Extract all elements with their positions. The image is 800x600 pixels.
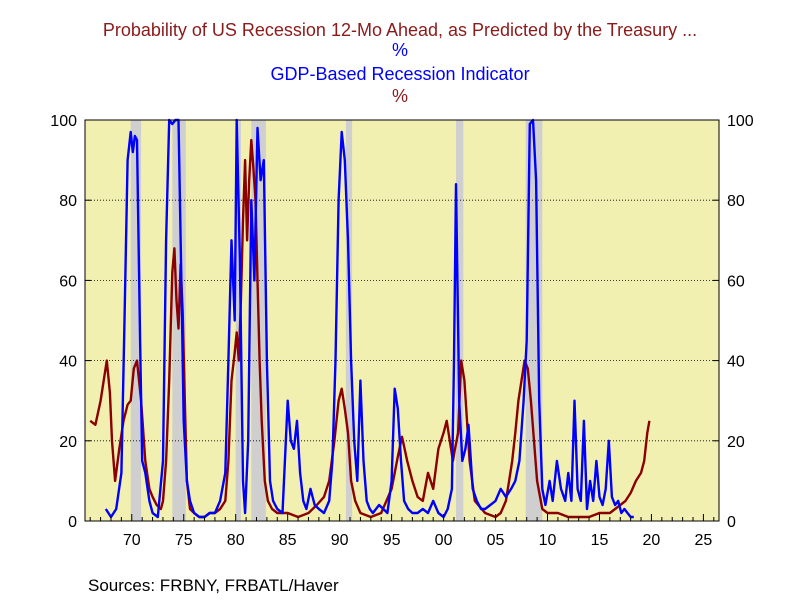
x-tick-label: 85	[279, 532, 297, 549]
recession-band	[525, 120, 543, 521]
recession-band	[456, 120, 464, 521]
y-tick-label-right: 100	[727, 113, 754, 130]
y-tick-label-left: 80	[59, 193, 77, 210]
x-tick-label: 90	[331, 532, 349, 549]
y-tick-label-right: 40	[727, 354, 745, 371]
x-tick-label: 05	[487, 532, 505, 549]
y-tick-label-right: 80	[727, 193, 745, 210]
x-tick-label: 75	[175, 532, 193, 549]
y-tick-label-left: 20	[59, 434, 77, 451]
y-tick-label-right: 20	[727, 434, 745, 451]
series1-unit: %	[391, 40, 408, 60]
series2-unit: %	[391, 86, 408, 106]
y-tick-label-right: 0	[727, 514, 736, 531]
source-note: Sources: FRBNY, FRBATL/Haver	[88, 576, 339, 595]
y-tick-label-left: 100	[50, 113, 77, 130]
y-tick-label-right: 60	[727, 273, 745, 290]
series1-title: Probability of US Recession 12-Mo Ahead,…	[102, 20, 698, 40]
x-tick-label: 80	[227, 532, 245, 549]
recession-band	[130, 120, 142, 521]
series2-title: GDP-Based Recession Indicator	[270, 64, 530, 84]
recession-band	[235, 120, 241, 521]
x-tick-label: 00	[435, 532, 453, 549]
x-tick-label: 70	[123, 532, 141, 549]
y-tick-label-left: 60	[59, 273, 77, 290]
y-tick-label-left: 40	[59, 354, 77, 371]
x-tick-label: 10	[539, 532, 557, 549]
x-tick-label: 25	[695, 532, 713, 549]
x-tick-label: 95	[383, 532, 401, 549]
x-tick-label: 15	[591, 532, 609, 549]
x-tick-label: 20	[643, 532, 661, 549]
plot-area	[85, 120, 719, 521]
y-tick-label-left: 0	[68, 514, 77, 531]
series-gdp-indicator-line	[104, 118, 634, 519]
